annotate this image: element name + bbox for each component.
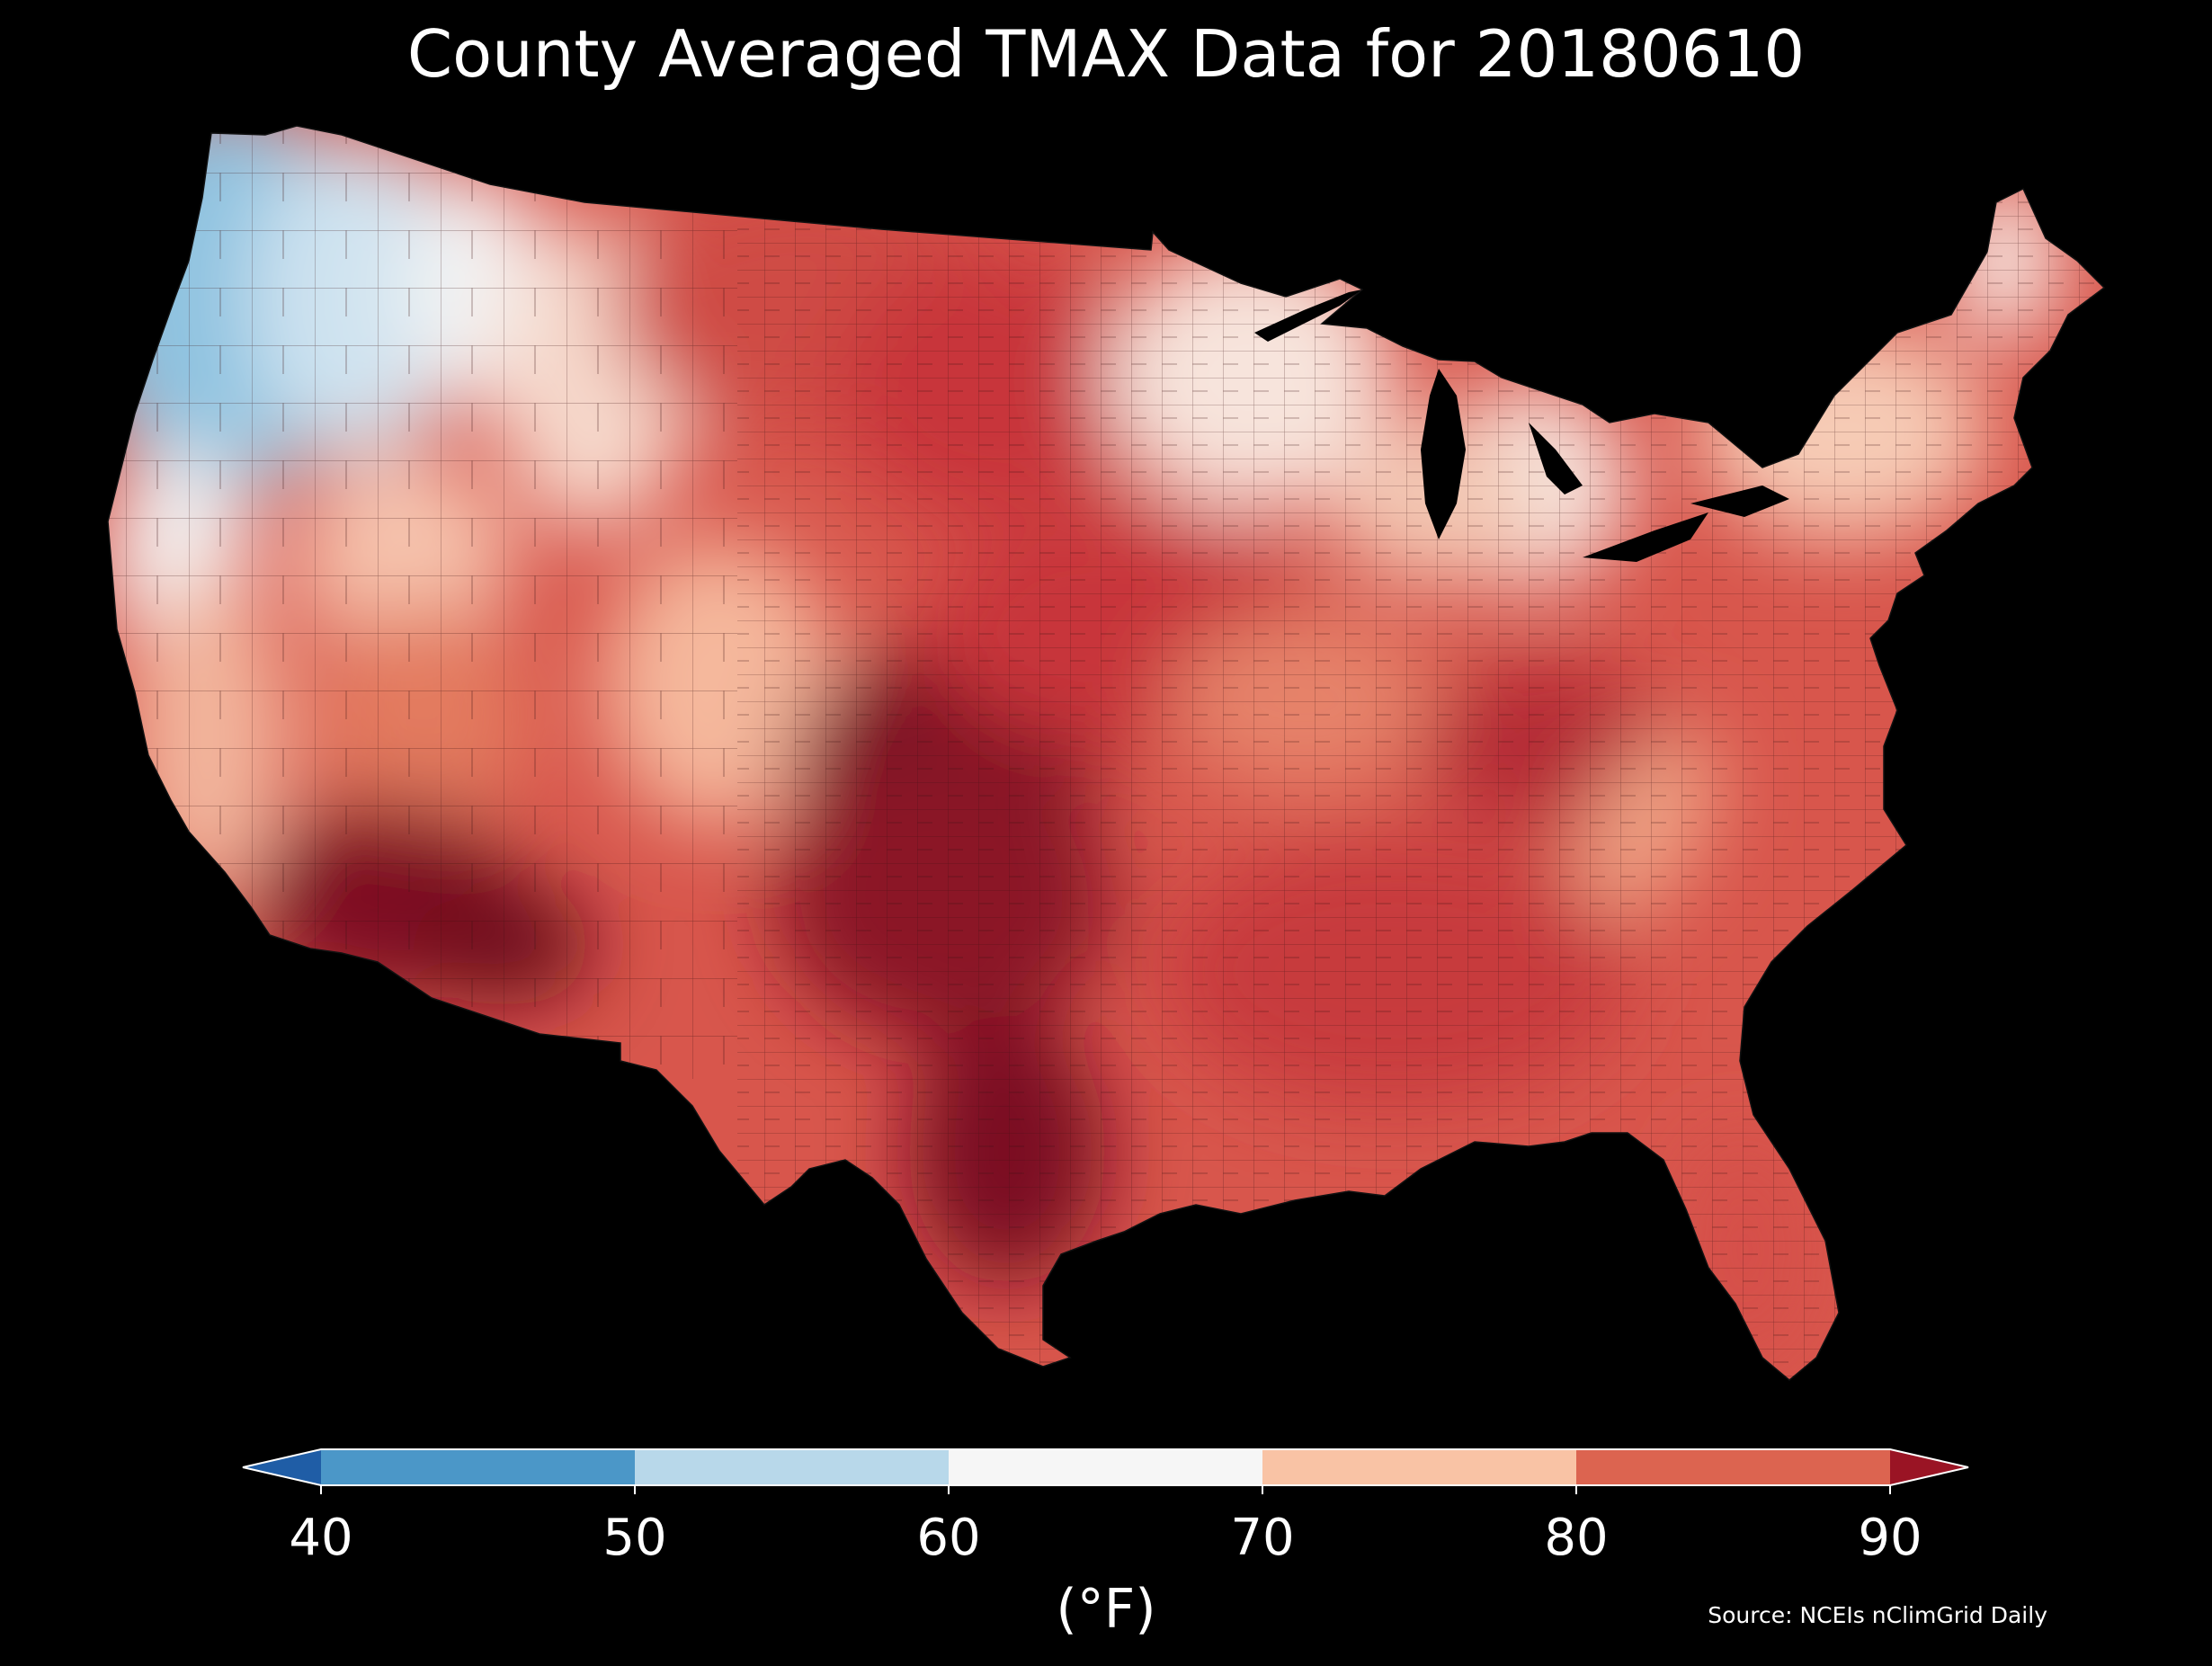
tick-label: 90 xyxy=(1858,1509,1922,1567)
map-title: County Averaged TMAX Data for 20180610 xyxy=(406,16,1806,92)
choropleth-map xyxy=(107,125,2105,1381)
colorbar-segment xyxy=(1576,1449,1890,1485)
tick-label: 50 xyxy=(602,1509,667,1567)
temperature-fill xyxy=(108,126,2104,1380)
colorbar xyxy=(0,1430,2212,1546)
colorbar-ticks: 40 50 60 70 80 90 xyxy=(0,1509,2212,1572)
colorbar-segment xyxy=(1262,1449,1576,1485)
colorbar-svg xyxy=(242,1448,1969,1494)
source-note: Source: NCEIs nClimGrid Daily xyxy=(1708,1602,2047,1628)
usa-map-svg xyxy=(107,125,2105,1381)
colorbar-segment xyxy=(243,1449,321,1485)
colorbar-segment xyxy=(635,1449,949,1485)
colorbar-label: (°F) xyxy=(1056,1578,1156,1641)
colorbar-segment xyxy=(1890,1449,1968,1485)
tick-label: 40 xyxy=(289,1509,353,1567)
colorbar-segment xyxy=(321,1449,635,1485)
colorbar-segment xyxy=(949,1449,1262,1485)
great-lakes xyxy=(1254,290,1789,562)
tick-label: 80 xyxy=(1544,1509,1609,1567)
tick-label: 60 xyxy=(916,1509,981,1567)
tick-label: 70 xyxy=(1230,1509,1295,1567)
